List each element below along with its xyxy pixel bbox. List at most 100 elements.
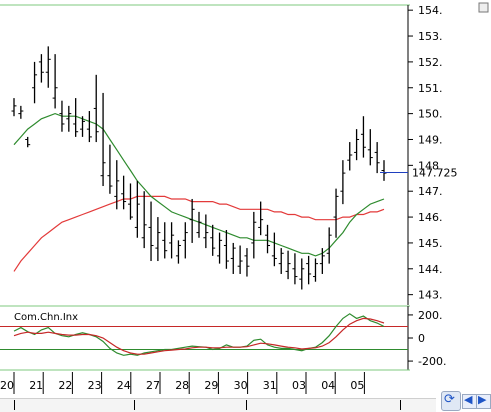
oscillator-axis-ticks: 200. 0 -200. bbox=[408, 309, 446, 368]
price-bar bbox=[93, 74, 99, 143]
price-tick-label: 146. bbox=[418, 211, 443, 224]
scroll-tick-mid-right bbox=[246, 400, 247, 410]
price-tick-label: 153. bbox=[418, 30, 443, 43]
price-bar bbox=[319, 248, 325, 274]
price-bar bbox=[114, 160, 120, 210]
date-tick-label: 27 bbox=[146, 379, 160, 392]
oscillator-reference-lines bbox=[0, 325, 408, 351]
price-bar bbox=[52, 54, 58, 109]
price-bar bbox=[223, 230, 229, 269]
scroll-tick-mid-left bbox=[134, 400, 135, 410]
price-bar bbox=[80, 116, 86, 137]
time-scroll-bar[interactable] bbox=[0, 398, 436, 412]
price-bar bbox=[196, 211, 202, 238]
oscillator-tick-label: 200. bbox=[418, 309, 443, 322]
date-tick-label: 21 bbox=[29, 379, 43, 392]
price-bar bbox=[189, 198, 195, 243]
price-bar bbox=[18, 105, 24, 119]
refresh-button[interactable]: ⟳ bbox=[441, 391, 461, 411]
price-bar bbox=[354, 129, 360, 161]
price-bar bbox=[306, 255, 312, 285]
price-bar bbox=[374, 142, 380, 174]
panel-maximize-icon[interactable] bbox=[478, 2, 489, 13]
scroll-left-button[interactable]: ◀ bbox=[462, 393, 477, 409]
price-bar bbox=[182, 222, 188, 259]
oscillator-title: Com.Chn.Inx bbox=[14, 312, 78, 323]
price-bar bbox=[100, 92, 106, 187]
long-moving-average-line bbox=[13, 195, 385, 272]
price-bar bbox=[86, 111, 92, 143]
price-bar bbox=[134, 180, 140, 238]
price-bar bbox=[244, 248, 250, 277]
price-tick-label: 148 bbox=[418, 159, 439, 172]
price-tick-label: 152. bbox=[418, 56, 443, 69]
price-bar bbox=[278, 248, 284, 274]
price-bar bbox=[141, 191, 147, 249]
date-tick-label: 29 bbox=[204, 379, 218, 392]
price-bar bbox=[162, 222, 168, 259]
last-price-label: 147.725 bbox=[412, 166, 458, 179]
price-tick-label: 154. bbox=[418, 4, 443, 17]
commodity-channel-index-panel[interactable]: Com.Chn.Inx 200. 0 -200. bbox=[0, 305, 446, 371]
price-bar bbox=[148, 201, 154, 262]
price-tick-label: 144. bbox=[418, 263, 443, 276]
price-tick-label: 143. bbox=[418, 289, 443, 302]
price-bar bbox=[367, 129, 373, 166]
price-bar bbox=[237, 245, 243, 274]
price-bar bbox=[285, 250, 291, 280]
date-tick-label: 24 bbox=[117, 379, 131, 392]
arrow-left-icon: ◀ bbox=[464, 393, 473, 406]
price-bar bbox=[271, 232, 277, 267]
price-tick-label: 149. bbox=[418, 133, 443, 146]
price-bar bbox=[251, 211, 257, 259]
price-bar bbox=[210, 224, 216, 256]
price-axis-ticks: 154. 153. 152. 151. 150. 149. 148 147. 146. 145. 1… bbox=[408, 4, 443, 302]
price-bar bbox=[121, 175, 127, 210]
price-tick-label: 151. bbox=[418, 82, 443, 95]
price-bar bbox=[25, 136, 31, 148]
price-bar bbox=[360, 116, 366, 158]
date-tick-label: 28 bbox=[175, 379, 189, 392]
price-bar bbox=[381, 160, 387, 181]
price-bar bbox=[292, 253, 298, 285]
scroll-right-button[interactable]: ▶ bbox=[476, 393, 491, 409]
price-panel[interactable]: 154. 153. 152. 151. 150. 149. 148 147. 146. 145. 1… bbox=[0, 2, 489, 305]
price-bar bbox=[175, 240, 181, 264]
date-tick-label: 03 bbox=[292, 379, 306, 392]
date-axis: 20 21 22 23 24 27 28 29 30 31 03 04 05 bbox=[0, 372, 365, 394]
price-tick-label: 150. bbox=[418, 108, 443, 121]
price-bar bbox=[32, 61, 38, 104]
price-bar bbox=[230, 242, 236, 274]
price-bar bbox=[347, 142, 353, 171]
price-bar bbox=[340, 160, 346, 205]
date-tick-label: 22 bbox=[58, 379, 72, 392]
scroll-tick-left bbox=[14, 400, 15, 410]
oscillator-tick-label: 0 bbox=[418, 332, 425, 345]
date-tick-label: 31 bbox=[263, 379, 277, 392]
price-bar bbox=[66, 105, 72, 132]
price-bar bbox=[203, 214, 209, 249]
price-bar bbox=[265, 224, 271, 254]
price-bar bbox=[59, 100, 65, 132]
price-bar bbox=[127, 183, 133, 220]
price-bars bbox=[11, 46, 387, 290]
scroll-tick-right bbox=[400, 400, 401, 410]
date-tick-label: 04 bbox=[321, 379, 335, 392]
price-bar bbox=[217, 232, 223, 264]
date-tick-label: 20 bbox=[0, 379, 14, 392]
price-bar bbox=[73, 98, 79, 137]
arrow-right-icon: ▶ bbox=[478, 393, 487, 406]
price-bar bbox=[107, 144, 113, 194]
price-bar bbox=[333, 188, 339, 238]
price-tick-label: 147. bbox=[418, 185, 443, 198]
price-bar bbox=[45, 46, 51, 88]
oscillator-lines bbox=[13, 313, 385, 356]
oscillator-series-line bbox=[13, 317, 385, 355]
price-bar bbox=[258, 201, 264, 236]
date-tick-label: 23 bbox=[88, 379, 102, 392]
date-tick-label: 05 bbox=[350, 379, 364, 392]
oscillator-tick-label: -200. bbox=[418, 355, 446, 368]
price-bar bbox=[11, 98, 17, 117]
price-bar bbox=[38, 54, 44, 83]
